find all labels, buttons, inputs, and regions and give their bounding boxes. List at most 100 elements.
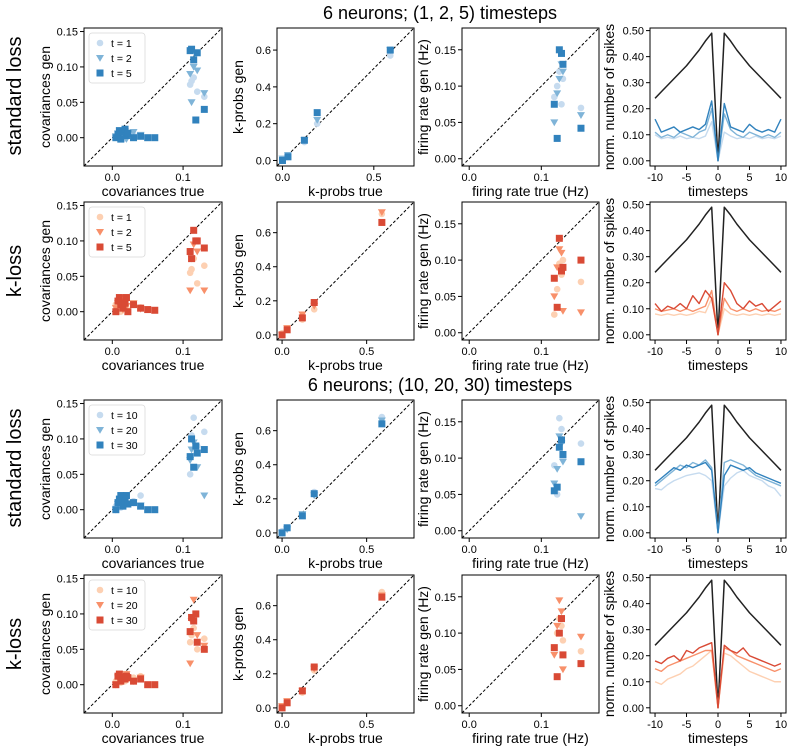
figure-title-1: 6 neurons; (1, 2, 5) timesteps — [323, 3, 557, 23]
data-point — [550, 93, 558, 101]
x-tick-label: 0.5 — [366, 172, 381, 184]
y-tick-label: 0.2 — [256, 296, 271, 308]
x-axis-label: timesteps — [688, 555, 748, 571]
data-point — [555, 443, 563, 451]
data-point — [190, 617, 198, 625]
data-point — [298, 314, 306, 322]
x-tick-label: 0.1 — [534, 719, 549, 731]
legend-label: t = 30 — [111, 440, 138, 452]
data-point — [377, 209, 386, 217]
data-point — [378, 218, 386, 226]
y-axis-label: norm. number of spikes — [601, 24, 617, 170]
data-point — [137, 675, 145, 683]
data-point — [313, 109, 321, 117]
y-tick-label: 0.05 — [435, 117, 456, 129]
identity-line — [461, 399, 600, 539]
y-tick-label: 0.05 — [57, 469, 78, 481]
data-point — [558, 49, 566, 57]
data-point — [137, 502, 145, 510]
data-point — [200, 645, 208, 653]
y-tick-label: 0.05 — [57, 644, 78, 656]
data-point — [577, 278, 585, 286]
y-axis-label: firing rate gen (Hz) — [415, 411, 431, 527]
x-tick-label: 10 — [775, 346, 787, 358]
y-tick-label: 0.10 — [435, 81, 456, 93]
data-point — [117, 492, 125, 500]
data-point — [201, 428, 208, 436]
x-axis-label: covariances true — [102, 357, 205, 373]
data-point — [119, 304, 127, 312]
series-line-gen — [654, 282, 782, 336]
data-point — [193, 280, 201, 287]
data-point — [186, 453, 194, 461]
x-tick-label: -10 — [647, 544, 663, 556]
y-tick-label: 0.40 — [623, 226, 644, 238]
data-point — [278, 156, 286, 164]
data-point — [193, 67, 202, 75]
data-point — [559, 450, 567, 458]
data-point — [190, 56, 198, 64]
data-point — [137, 304, 145, 312]
x-tick-label: 0.1 — [175, 172, 190, 184]
data-point — [130, 134, 138, 142]
data-point — [559, 651, 567, 659]
y-tick-label: 0.0 — [256, 703, 271, 715]
y-tick-label: 0.10 — [435, 628, 456, 640]
panel-rate-k-2: 0.0 0.1 0.00 0.05 0.10 0.15 firing rate true (… — [415, 574, 600, 746]
data-point — [112, 681, 120, 689]
identity-line — [461, 201, 600, 341]
data-point — [555, 597, 564, 605]
data-point — [553, 622, 562, 630]
data-point — [124, 500, 132, 508]
x-axis-label: k-probs true — [308, 555, 383, 571]
data-point — [187, 99, 196, 107]
panel-kprob-std-2: 0.0 0.5 0.0 0.2 0.4 0.6 k-probs true k-probs ge… — [230, 399, 415, 571]
data-point — [112, 134, 120, 142]
data-point — [559, 263, 567, 271]
data-point — [550, 293, 559, 301]
data-point — [559, 637, 567, 644]
data-point — [130, 499, 138, 507]
data-point — [200, 90, 209, 97]
y-tick-label: 0.00 — [57, 505, 78, 517]
data-point — [278, 331, 286, 339]
x-tick-label: 0 — [715, 719, 721, 731]
data-point — [201, 635, 208, 642]
data-point — [555, 629, 563, 637]
x-tick-label: -5 — [682, 544, 692, 556]
y-tick-label: 0.00 — [623, 330, 644, 342]
data-point — [193, 237, 201, 245]
x-tick-label: 0.0 — [274, 346, 289, 358]
data-point — [550, 644, 558, 652]
data-point — [558, 436, 566, 444]
y-tick-label: 0.00 — [57, 133, 78, 145]
x-tick-label: 10 — [775, 719, 787, 731]
data-point — [119, 502, 127, 510]
data-point — [117, 677, 125, 685]
data-point — [124, 674, 132, 682]
data-point — [558, 615, 566, 623]
x-tick-label: 10 — [775, 172, 787, 184]
x-tick-label: 0 — [715, 172, 721, 184]
x-axis-label: timesteps — [688, 730, 748, 746]
data-point — [114, 499, 122, 507]
data-point — [190, 226, 198, 234]
data-point — [193, 632, 202, 639]
y-axis-label: firing rate gen (Hz) — [415, 39, 431, 155]
y-axis-label: k-probs gen — [230, 607, 246, 681]
y-tick-label: 0.4 — [256, 82, 271, 94]
x-tick-label: -10 — [647, 346, 663, 358]
data-point — [386, 52, 394, 59]
x-axis-label: covariances true — [102, 183, 205, 199]
data-point — [200, 244, 208, 252]
y-tick-label: 0.00 — [623, 528, 644, 540]
y-tick-label: 0.2 — [256, 119, 271, 131]
data-point — [386, 46, 394, 54]
data-point — [115, 127, 123, 135]
data-point — [151, 506, 159, 514]
y-axis-label: k-probs gen — [230, 432, 246, 506]
data-point — [124, 308, 132, 316]
data-point — [557, 249, 566, 257]
x-tick-label: 0 — [715, 346, 721, 358]
x-tick-label: 0.0 — [462, 346, 477, 358]
